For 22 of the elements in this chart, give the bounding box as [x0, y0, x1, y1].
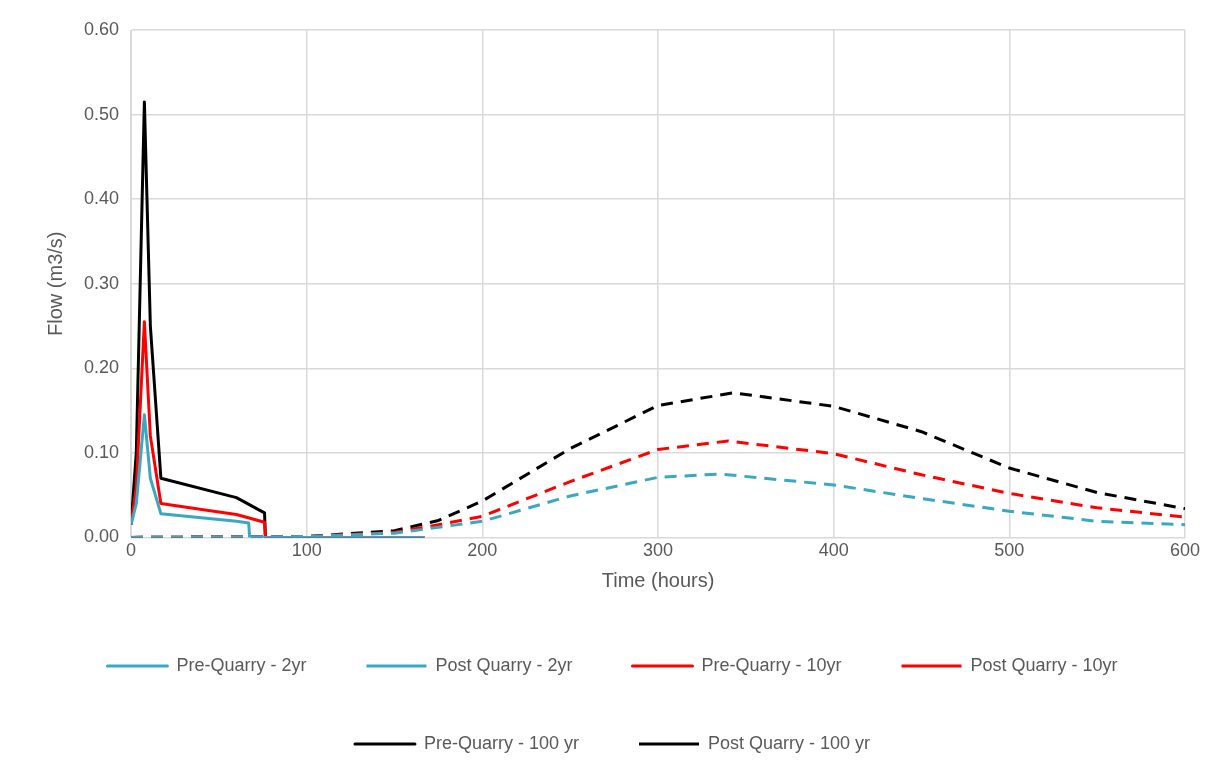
x-axis-title: Time (hours) [601, 568, 715, 591]
y-tick-label: 0.00 [83, 526, 120, 547]
legend-label: Pre-Quarry - 10yr [701, 654, 842, 675]
y-tick-label: 0.30 [83, 272, 120, 293]
x-tick-label: 600 [1169, 540, 1201, 561]
x-tick-label: 300 [642, 540, 674, 561]
y-tick-label: 0.40 [83, 188, 120, 209]
legend-label: Post Quarry - 100 yr [707, 732, 871, 753]
x-tick-label: 100 [291, 540, 322, 561]
legend-label: Post Quarry - 2yr [435, 654, 573, 675]
y-tick-label: 0.60 [83, 18, 120, 39]
x-tick-label: 400 [818, 540, 849, 561]
y-axis-title: Flow (m3/s) [43, 231, 66, 336]
legend-label: Pre-Quarry - 2yr [176, 654, 307, 675]
x-tick-label: 500 [994, 540, 1025, 561]
x-tick-label: 0 [126, 540, 137, 561]
legend-label: Post Quarry - 10yr [970, 654, 1118, 675]
y-tick-label: 0.10 [83, 441, 120, 462]
x-tick-label: 200 [467, 540, 498, 561]
legend-label: Pre-Quarry - 100 yr [423, 732, 579, 753]
y-tick-label: 0.50 [83, 103, 120, 124]
y-tick-label: 0.20 [83, 357, 120, 378]
